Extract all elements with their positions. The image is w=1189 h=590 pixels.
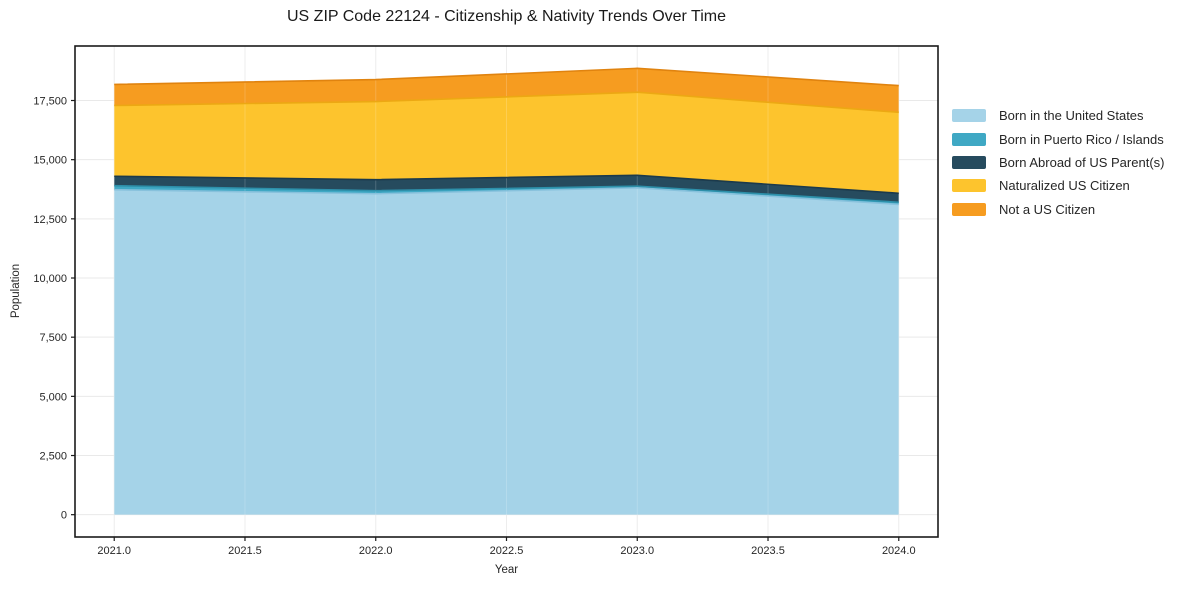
y-tick-label: 7,500 — [39, 332, 67, 344]
grid-overlay — [113, 46, 900, 537]
legend-item-born-in-the-united-states: Born in the United States — [952, 104, 1164, 127]
y-tick-label: 0 — [61, 510, 67, 522]
legend-item-not-a-us-citizen: Not a US Citizen — [952, 198, 1164, 221]
area-naturalized-us-citizen — [114, 92, 899, 194]
chart-title: US ZIP Code 22124 - Citizenship & Nativi… — [287, 8, 726, 25]
legend-label: Born Abroad of US Parent(s) — [999, 154, 1165, 170]
legend-swatch-icon — [952, 179, 986, 193]
y-axis-label: Population — [10, 263, 22, 319]
x-tick-label: 2022.5 — [490, 545, 524, 557]
x-axis-label: Year — [494, 564, 519, 576]
y-tick-label: 10,000 — [33, 273, 67, 285]
stacked-areas — [114, 68, 899, 515]
x-tick-label: 2021.5 — [228, 545, 262, 557]
y-tick-label: 12,500 — [33, 214, 67, 226]
legend-label: Born in Puerto Rico / Islands — [999, 131, 1164, 147]
legend: Born in the United States Born in Puerto … — [952, 104, 1164, 221]
legend-swatch-icon — [952, 202, 986, 216]
x-tick-label: 2023.0 — [620, 545, 654, 557]
y-tick-label: 2,500 — [39, 451, 67, 463]
legend-item-born-in-puerto-rico-islands: Born in Puerto Rico / Islands — [952, 127, 1164, 150]
area-not-a-us-citizen — [114, 68, 899, 113]
area-edges — [114, 67, 899, 206]
legend-label: Not a US Citizen — [999, 201, 1096, 217]
edge-born-abroad-of-us-parent-s — [114, 174, 899, 195]
legend-item-born-abroad-of-us-parent-s: Born Abroad of US Parent(s) — [952, 151, 1164, 174]
y-tick-label: 15,000 — [33, 155, 67, 167]
y-tick-label: 5,000 — [39, 391, 67, 403]
legend-item-naturalized-us-citizen: Naturalized US Citizen — [952, 174, 1164, 197]
legend-swatch-icon — [952, 132, 986, 146]
edge-not-a-us-citizen — [114, 67, 899, 87]
legend-swatch-icon — [952, 155, 986, 169]
edge-born-in-puerto-rico-islands — [114, 184, 899, 204]
edge-born-in-the-united-states — [114, 187, 899, 206]
legend-label: Naturalized US Citizen — [999, 178, 1130, 194]
axis-ticks: 2021.0 2021.5 2022.0 2022.5 2023.0 2023.5 2024… — [33, 96, 915, 557]
legend-swatch-icon — [952, 109, 986, 123]
area-born-abroad-of-us-parent-s — [114, 175, 899, 203]
x-tick-label: 2021.0 — [97, 545, 131, 557]
x-tick-label: 2024.0 — [882, 545, 916, 557]
area-born-in-the-united-states — [114, 187, 899, 515]
x-tick-label: 2023.5 — [751, 545, 785, 557]
x-tick-label: 2022.0 — [359, 545, 393, 557]
y-tick-label: 17,500 — [33, 96, 67, 108]
edge-naturalized-us-citizen — [114, 91, 899, 114]
legend-label: Born in the United States — [999, 108, 1144, 124]
